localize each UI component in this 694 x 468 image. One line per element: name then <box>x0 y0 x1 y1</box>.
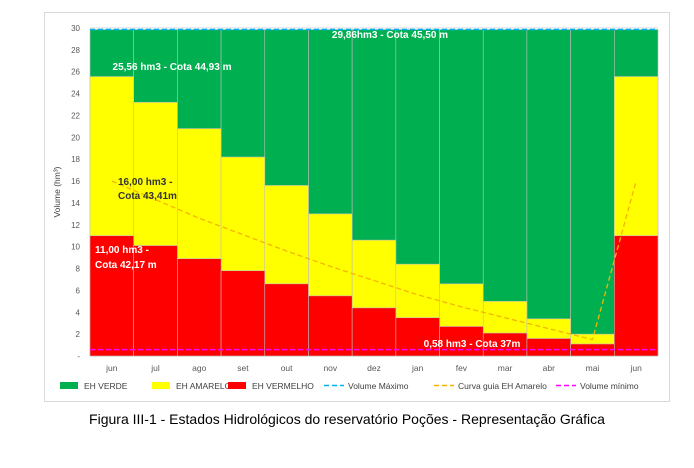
bar-eh-vermelho <box>570 343 615 357</box>
y-tick-label: 24 <box>71 90 80 99</box>
annotation-curva2: Cota 43,41m <box>118 191 177 202</box>
bar-eh-vermelho <box>133 245 178 357</box>
annotation-verm1: 11,00 hm3 - <box>95 245 149 256</box>
bar-eh-vermelho <box>89 235 134 357</box>
y-tick-label: 22 <box>71 111 80 120</box>
x-tick-label: dez <box>367 363 381 373</box>
y-tick-label: 16 <box>71 177 80 186</box>
x-tick-label: abr <box>543 363 555 373</box>
annotation-min: 0,58 hm3 - Cota 37m <box>424 339 521 350</box>
x-tick-label: ago <box>192 363 206 373</box>
x-tick-label: mai <box>586 363 600 373</box>
bar-eh-verde <box>526 29 571 357</box>
legend-label: EH VERMELHO <box>252 381 314 391</box>
y-tick-label: 28 <box>71 46 80 55</box>
y-tick-label: 30 <box>71 24 80 33</box>
y-tick-label: 14 <box>71 199 80 208</box>
bar-eh-vermelho <box>308 295 353 357</box>
x-tick-label: jan <box>411 363 424 373</box>
x-tick-label: jun <box>629 363 642 373</box>
x-tick-label: set <box>237 363 249 373</box>
bar-eh-verde <box>570 29 615 357</box>
legend-swatch <box>228 382 246 389</box>
y-tick-label: 10 <box>71 243 80 252</box>
legend-label: EH VERDE <box>84 381 128 391</box>
bar-eh-vermelho <box>614 235 659 357</box>
bar-eh-vermelho <box>526 338 571 357</box>
figure-caption: Figura III-1 - Estados Hidrológicos do r… <box>89 411 605 427</box>
y-tick-label: 18 <box>71 155 80 164</box>
y-tick-label: 2 <box>76 330 81 339</box>
annotation-verm2: Cota 42,17 m <box>95 260 157 271</box>
x-tick-label: jul <box>150 363 160 373</box>
x-tick-label: fev <box>456 363 468 373</box>
annotation-max: 29,86hm3 - Cota 45,50 m <box>332 30 448 41</box>
annotation-amarelo: 25,56 hm3 - Cota 44,93 m <box>113 62 232 73</box>
x-tick-label: out <box>281 363 293 373</box>
bar-eh-vermelho <box>177 258 222 357</box>
line-curva-guia-eh-amarelo <box>111 180 637 341</box>
x-tick-label: nov <box>323 363 337 373</box>
y-tick-label: 26 <box>71 68 80 77</box>
y-axis-label: Volume (hm³) <box>52 166 62 217</box>
y-tick-label: - <box>77 352 80 361</box>
bar-eh-vermelho <box>439 326 484 357</box>
legend-label: EH AMARELO <box>176 381 232 391</box>
bar-eh-vermelho <box>264 283 309 357</box>
bar-eh-vermelho <box>220 270 266 357</box>
legend-label: Volume mínimo <box>580 381 639 391</box>
x-tick-label: jun <box>105 363 118 373</box>
x-tick-label: mar <box>498 363 513 373</box>
y-tick-label: 12 <box>71 221 80 230</box>
legend-swatch <box>152 382 170 389</box>
annotation-curva1: 16,00 hm3 - <box>118 177 172 188</box>
legend-label: Curva guia EH Amarelo <box>458 381 547 391</box>
y-tick-label: 8 <box>76 265 81 274</box>
y-tick-label: 6 <box>76 286 81 295</box>
y-tick-label: 20 <box>71 133 80 142</box>
legend-swatch <box>60 382 78 389</box>
y-tick-label: 4 <box>76 308 81 317</box>
bar-eh-vermelho <box>351 307 397 357</box>
legend-label: Volume Máximo <box>348 381 409 391</box>
